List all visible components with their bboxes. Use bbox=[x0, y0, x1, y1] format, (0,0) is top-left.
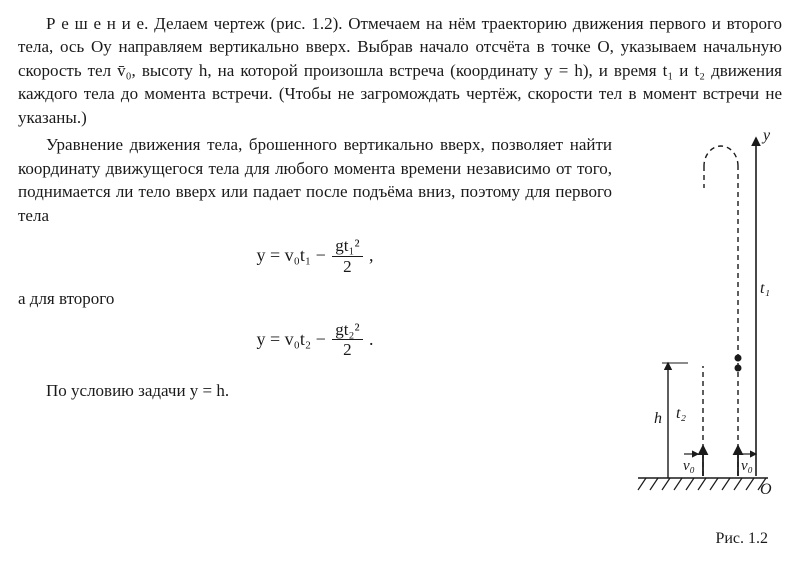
figure-caption: Рис. 1.2 bbox=[715, 530, 768, 548]
diagram-svg: y t₁ t₂ h v₀ v₀ O bbox=[628, 118, 778, 518]
label-origin: O bbox=[760, 481, 772, 498]
figure-1-2: y t₁ t₂ h v₀ v₀ O Рис. 1.2 bbox=[628, 118, 778, 548]
page: Р е ш е н и е. Делаем чертеж (рис. 1.2).… bbox=[0, 0, 800, 579]
eq2-fraction: gt₂²2 bbox=[332, 321, 362, 361]
paragraph-1: Р е ш е н и е. Делаем чертеж (рис. 1.2).… bbox=[18, 12, 782, 129]
eq2-den: 2 bbox=[332, 340, 362, 360]
label-h: h bbox=[654, 410, 662, 427]
para1-lead: Р е ш е н и е. bbox=[46, 14, 154, 33]
eq2-tail: . bbox=[365, 329, 374, 349]
axis-label-y: y bbox=[761, 127, 771, 144]
eq2-num: gt₂² bbox=[332, 321, 362, 341]
eq2-lhs: y = v₀t₂ − bbox=[256, 329, 330, 349]
eq1-fraction: gt₁²2 bbox=[332, 237, 362, 277]
label-v0-left: v₀ bbox=[683, 458, 695, 474]
eq1-num: gt₁² bbox=[332, 237, 362, 257]
label-v0-right: v₀ bbox=[741, 458, 753, 474]
eq1-lhs: y = v₀t₁ − bbox=[256, 245, 330, 265]
label-t1: t₁ bbox=[760, 280, 770, 297]
eq1-tail: , bbox=[365, 245, 374, 265]
label-t2: t₂ bbox=[676, 405, 686, 422]
eq1-den: 2 bbox=[332, 257, 362, 277]
